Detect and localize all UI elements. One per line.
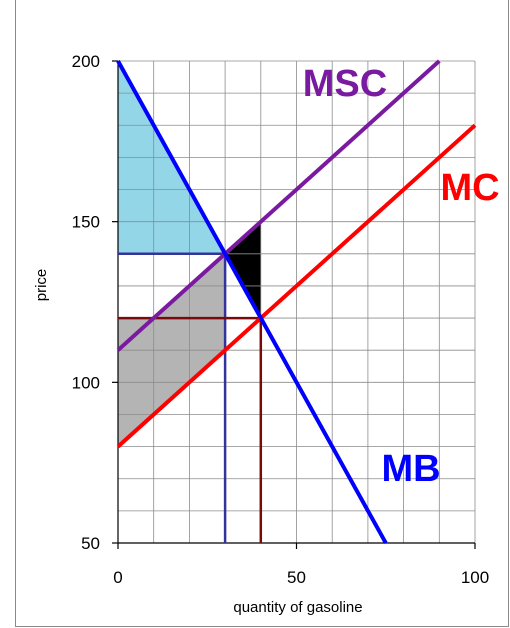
x-tick-label: 0: [113, 568, 122, 587]
series-label-msc: MSC: [303, 63, 387, 105]
y-axis-title: price: [33, 269, 50, 302]
y-tick-label: 200: [72, 52, 100, 71]
x-axis-title: quantity of gasoline: [233, 599, 362, 616]
y-tick-label: 50: [81, 534, 100, 553]
x-tick-label: 100: [461, 568, 489, 587]
x-tick-label: 50: [287, 568, 306, 587]
series-label-mb: MB: [381, 448, 440, 490]
y-tick-label: 150: [72, 213, 100, 232]
series-line-mb: [118, 61, 386, 543]
series-label-mc: MC: [440, 167, 499, 209]
y-tick-label: 100: [72, 373, 100, 392]
